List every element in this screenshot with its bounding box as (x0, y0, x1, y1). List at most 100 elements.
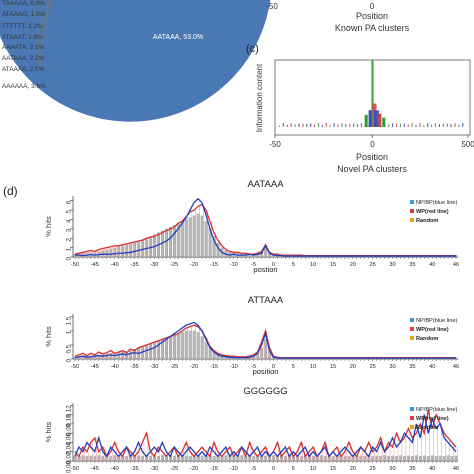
profile-ytick-label: 6 (66, 200, 73, 204)
panel-c-logo-plot: -50 0 500 Position Novel PA clusters Informat… (255, 59, 474, 174)
profile-bar (180, 332, 184, 360)
profile-bar (113, 247, 117, 258)
profile-bar (196, 213, 200, 258)
profile-xtick-label: 20 (350, 262, 356, 268)
legend-swatch (410, 209, 414, 213)
legend-label: NP/BP(blue line) (416, 200, 457, 206)
profile-xtick-label: 30 (389, 262, 395, 268)
profile-ytick-label: 0.04 (66, 442, 73, 455)
profile-xtick-label: -35 (130, 364, 138, 370)
pie-outer-label: TTTTTT, 1.2% (2, 23, 43, 30)
profile-bar (204, 221, 208, 258)
legend-label: WP(red line) (416, 416, 449, 422)
profile-xtick-label: -35 (130, 262, 138, 268)
panelc-peak (371, 60, 374, 127)
profile-xtick-label: -45 (91, 364, 99, 370)
panelc-cluster-mark (368, 110, 372, 127)
profile-xtick-label: -10 (230, 364, 238, 370)
profile-bar (284, 456, 287, 462)
pie-slice-label: AATAAA, 53.0% (153, 34, 203, 41)
profile-xtick-label: 0 (272, 262, 275, 268)
profile-bar (101, 456, 105, 462)
profile-xtick-label: -5 (251, 466, 256, 472)
profile-bar (180, 221, 184, 258)
profile-ytick-label: 0.12 (66, 405, 73, 418)
profile-xtick-label: 46 (453, 262, 459, 268)
panelc-noise-mark (278, 125, 281, 127)
profile-xtick-label: 15 (330, 262, 336, 268)
legend-label: Random (416, 425, 438, 431)
profile-xtick-label: 46 (453, 466, 459, 472)
panelc-noise-mark (333, 123, 335, 127)
profile-bar (81, 455, 85, 462)
profile-ytick-label: 0.02 (66, 451, 73, 464)
panelc-noise-mark (337, 124, 339, 127)
pie-slice (0, 0, 271, 123)
legend-label: Random (416, 336, 438, 342)
profile-bar (446, 455, 450, 462)
profile-bar (224, 455, 228, 462)
panelc-noise-mark (423, 125, 425, 127)
pie-outer-label: AAAATA, 2.1% (2, 44, 45, 51)
panelc-noise-mark (395, 123, 398, 127)
panelc-noise-mark (419, 123, 421, 127)
profile-ytick-label: 1.5 (66, 316, 73, 325)
profile-xlabel: position (253, 367, 279, 376)
panel-label-c: (c) (246, 43, 259, 55)
profile-xtick-label: 25 (370, 466, 376, 472)
profile-bar (153, 342, 156, 360)
pie-leader-line (39, 0, 53, 38)
pie-outer-label: ATAAAT, 1.9% (2, 34, 43, 41)
panelc-noise-mark (341, 123, 343, 127)
profile-xtick-label: 15 (330, 364, 336, 370)
panelb-tick-left: -50 (266, 2, 278, 11)
panelc-noise-mark (294, 124, 296, 127)
panelb-xlabel: Position (356, 11, 388, 21)
profile-xtick-label: -35 (130, 466, 138, 472)
profile-bar (192, 330, 196, 360)
profile-title: ATTAAA (248, 295, 284, 306)
panelc-title: Novel PA clusters (337, 164, 407, 174)
legend-swatch (410, 425, 414, 429)
profile-bar (347, 456, 351, 462)
pie-leader-line (39, 0, 49, 59)
profile-bar (157, 456, 160, 462)
profile-ytick-label: 5 (66, 210, 73, 214)
panelc-noise-mark (434, 123, 437, 127)
panelc-noise-mark (356, 124, 359, 127)
profile-xtick-label: -50 (71, 262, 79, 268)
profile-xtick-label: 30 (389, 364, 395, 370)
profile-ylabel: % hits (44, 216, 53, 237)
profile-xtick-label: -25 (170, 466, 178, 472)
pie-chart: AATAAA, 53.0%ATTAAA,10.0%AAAAAA, 3.6%ATA… (0, 0, 271, 123)
panelc-xlabel: Position (356, 152, 388, 162)
panelc-noise-mark (310, 123, 312, 127)
profile-xtick-label: 10 (310, 466, 316, 472)
profile-bar (141, 240, 144, 258)
profile-bar (387, 456, 390, 462)
profile-bar (160, 455, 164, 462)
profile-bar (422, 455, 426, 462)
profile-ytick-label: 1 (66, 330, 73, 334)
panelc-noise-mark (450, 124, 452, 127)
profile-bar (188, 330, 192, 360)
profile-bar (438, 455, 442, 462)
profile-bar (323, 456, 327, 462)
profile-bar (375, 455, 378, 462)
panelc-noise-mark (302, 123, 304, 127)
panelc-noise-mark (290, 123, 292, 127)
profile-bar (407, 455, 410, 462)
profile-xtick-label: -50 (71, 466, 79, 472)
profile-bar (137, 455, 140, 462)
profile-xtick-label: -40 (111, 364, 119, 370)
panel-d-gggggg: GGGGGG 0.000.020.040.060.080.100.12 % hits… (44, 386, 459, 473)
panelc-noise-mark (321, 125, 323, 127)
profile-bar (379, 456, 382, 462)
panelc-noise-mark (317, 123, 320, 127)
legend-label: WP(red line) (416, 327, 449, 333)
legend-swatch (410, 318, 414, 322)
legend-swatch (410, 407, 414, 411)
panelc-noise-mark (345, 124, 347, 127)
